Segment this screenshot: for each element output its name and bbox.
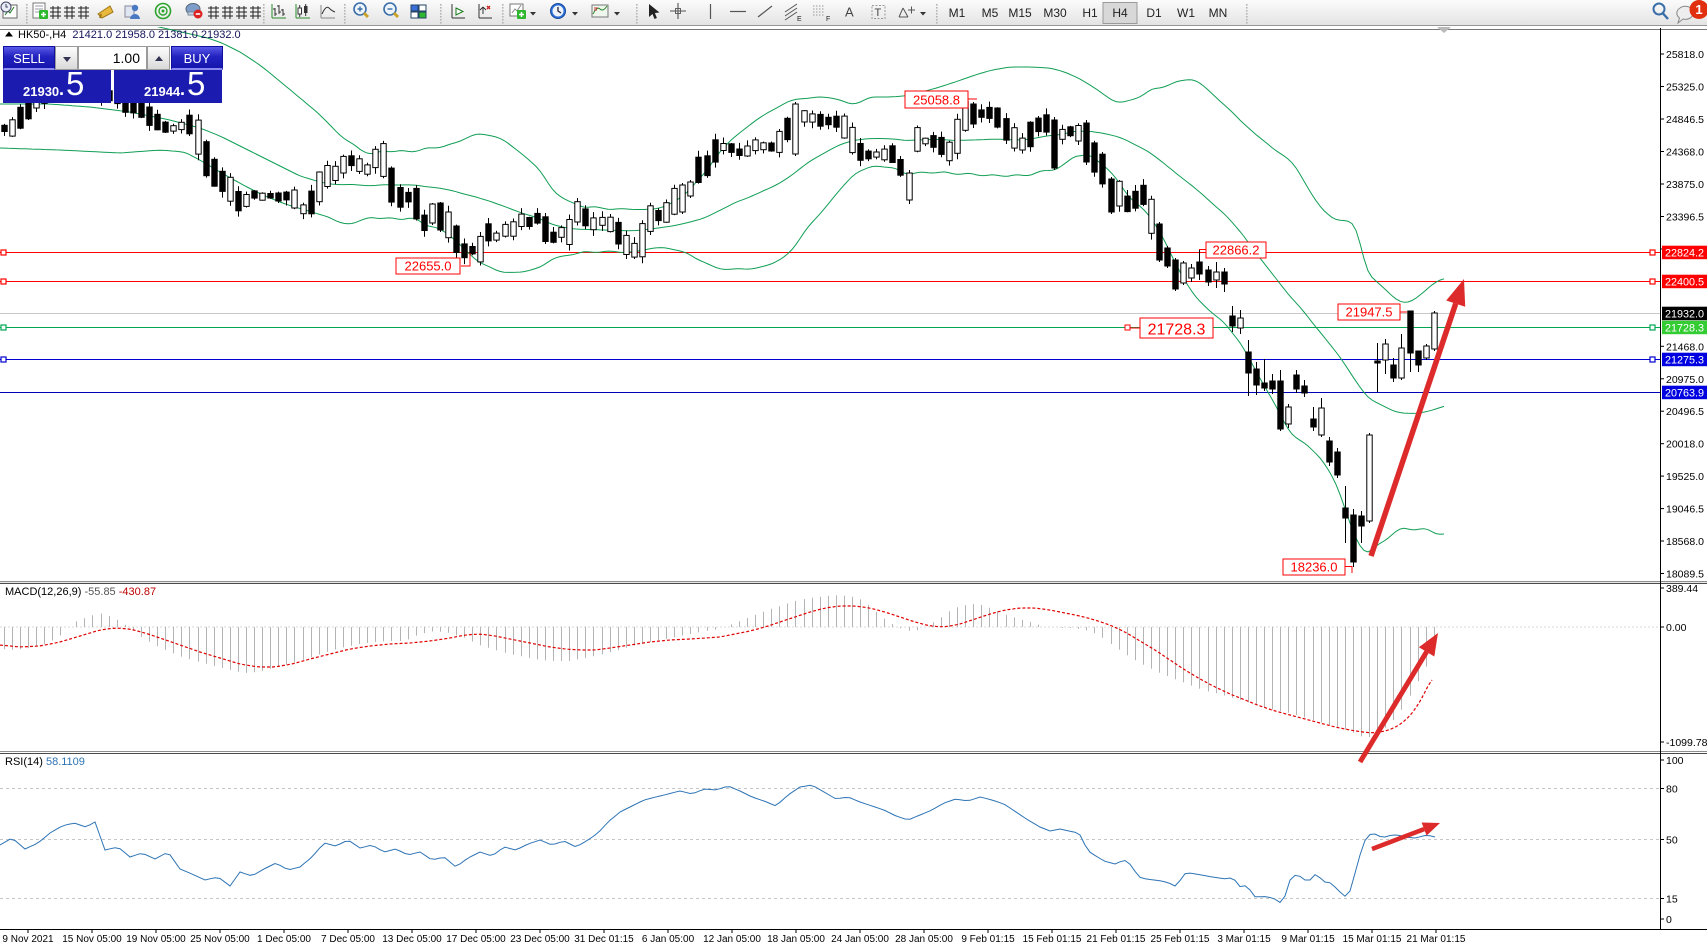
svg-text:21 Mar 01:15: 21 Mar 01:15 bbox=[1407, 934, 1466, 945]
svg-text:18 Jan 05:00: 18 Jan 05:00 bbox=[767, 934, 825, 945]
svg-text:MN: MN bbox=[1209, 6, 1228, 20]
svg-text:21932.0: 21932.0 bbox=[1665, 309, 1704, 321]
svg-text:22824.2: 22824.2 bbox=[1665, 248, 1704, 260]
svg-text:24 Jan 05:00: 24 Jan 05:00 bbox=[831, 934, 889, 945]
svg-text:21468.0: 21468.0 bbox=[1666, 341, 1704, 353]
svg-text:M15: M15 bbox=[1008, 6, 1032, 20]
svg-text:HK50-,H4 21421.0 21958.0 2138: HK50-,H4 21421.0 21958.0 21381.0 21932.0 bbox=[18, 29, 241, 41]
svg-text:9 Nov 2021: 9 Nov 2021 bbox=[2, 934, 54, 945]
svg-text:24846.5: 24846.5 bbox=[1666, 114, 1704, 126]
svg-text:MACD(12,26,9) -55.85 -430.87: MACD(12,26,9) -55.85 -430.87 bbox=[5, 586, 156, 598]
svg-text:21275.3: 21275.3 bbox=[1665, 355, 1704, 367]
svg-text:18236.0: 18236.0 bbox=[1291, 560, 1338, 575]
svg-text:21728.3: 21728.3 bbox=[1148, 322, 1206, 339]
svg-text:M30: M30 bbox=[1043, 6, 1067, 20]
svg-text:19525.0: 19525.0 bbox=[1666, 471, 1704, 483]
svg-text:20763.9: 20763.9 bbox=[1665, 388, 1704, 400]
svg-text:RSI(14) 58.1109: RSI(14) 58.1109 bbox=[5, 756, 85, 768]
svg-text:9 Feb 01:15: 9 Feb 01:15 bbox=[961, 934, 1015, 945]
svg-text:19 Nov 05:00: 19 Nov 05:00 bbox=[126, 934, 186, 945]
svg-text:9 Mar 01:15: 9 Mar 01:15 bbox=[1281, 934, 1335, 945]
svg-text:M5: M5 bbox=[982, 6, 999, 20]
svg-text:18568.0: 18568.0 bbox=[1666, 536, 1704, 548]
svg-text:24368.0: 24368.0 bbox=[1666, 147, 1704, 159]
svg-text:3 Mar 01:15: 3 Mar 01:15 bbox=[1217, 934, 1271, 945]
svg-text:20975.0: 20975.0 bbox=[1666, 374, 1704, 386]
svg-text:20018.0: 20018.0 bbox=[1666, 439, 1704, 451]
svg-text:31 Dec 01:15: 31 Dec 01:15 bbox=[574, 934, 634, 945]
svg-text:W1: W1 bbox=[1177, 6, 1195, 20]
svg-text:15 Feb 01:15: 15 Feb 01:15 bbox=[1023, 934, 1082, 945]
svg-text:A: A bbox=[845, 5, 854, 20]
svg-text:25058.8: 25058.8 bbox=[913, 93, 960, 108]
svg-text:E: E bbox=[797, 16, 802, 23]
svg-text:M1: M1 bbox=[949, 6, 966, 20]
svg-text:25 Nov 05:00: 25 Nov 05:00 bbox=[190, 934, 250, 945]
svg-text:20496.5: 20496.5 bbox=[1666, 406, 1704, 418]
svg-text:22400.5: 22400.5 bbox=[1665, 277, 1704, 289]
svg-text:23 Dec 05:00: 23 Dec 05:00 bbox=[510, 934, 570, 945]
svg-text:12 Jan 05:00: 12 Jan 05:00 bbox=[703, 934, 761, 945]
svg-text:13 Dec 05:00: 13 Dec 05:00 bbox=[382, 934, 442, 945]
svg-text:H1: H1 bbox=[1082, 6, 1098, 20]
svg-text:15 Nov 05:00: 15 Nov 05:00 bbox=[62, 934, 122, 945]
svg-text:F: F bbox=[826, 16, 830, 23]
svg-text:22866.2: 22866.2 bbox=[1213, 243, 1260, 258]
svg-text:28 Jan 05:00: 28 Jan 05:00 bbox=[895, 934, 953, 945]
svg-text:21728.3: 21728.3 bbox=[1665, 323, 1704, 335]
svg-text:18089.5: 18089.5 bbox=[1666, 569, 1704, 581]
svg-text:15: 15 bbox=[1666, 894, 1678, 906]
svg-text:389.44: 389.44 bbox=[1666, 583, 1698, 595]
svg-text:25818.0: 25818.0 bbox=[1666, 49, 1704, 61]
svg-text:0: 0 bbox=[1666, 914, 1672, 926]
svg-text:7 Dec 05:00: 7 Dec 05:00 bbox=[321, 934, 375, 945]
svg-text:15 Mar 01:15: 15 Mar 01:15 bbox=[1343, 934, 1402, 945]
svg-text:H4: H4 bbox=[1112, 6, 1128, 20]
svg-text:1: 1 bbox=[1695, 2, 1702, 17]
svg-text:T: T bbox=[875, 7, 882, 19]
svg-text:25325.0: 25325.0 bbox=[1666, 82, 1704, 94]
svg-text:6 Jan 05:00: 6 Jan 05:00 bbox=[642, 934, 695, 945]
svg-text:21947.5: 21947.5 bbox=[1346, 305, 1393, 320]
svg-text:80: 80 bbox=[1666, 784, 1678, 796]
svg-text:1 Dec 05:00: 1 Dec 05:00 bbox=[257, 934, 311, 945]
svg-text:23396.5: 23396.5 bbox=[1666, 212, 1704, 224]
svg-text:21 Feb 01:15: 21 Feb 01:15 bbox=[1087, 934, 1146, 945]
svg-text:-1099.78: -1099.78 bbox=[1666, 737, 1707, 749]
svg-text:0.00: 0.00 bbox=[1666, 622, 1687, 634]
svg-text:17 Dec 05:00: 17 Dec 05:00 bbox=[446, 934, 506, 945]
svg-text:D1: D1 bbox=[1146, 6, 1162, 20]
svg-text:25 Feb 01:15: 25 Feb 01:15 bbox=[1151, 934, 1210, 945]
svg-text:23875.0: 23875.0 bbox=[1666, 179, 1704, 191]
svg-text:19046.5: 19046.5 bbox=[1666, 504, 1704, 516]
svg-text:22655.0: 22655.0 bbox=[405, 259, 452, 274]
svg-text:100: 100 bbox=[1666, 755, 1684, 767]
svg-text:50: 50 bbox=[1666, 835, 1678, 847]
